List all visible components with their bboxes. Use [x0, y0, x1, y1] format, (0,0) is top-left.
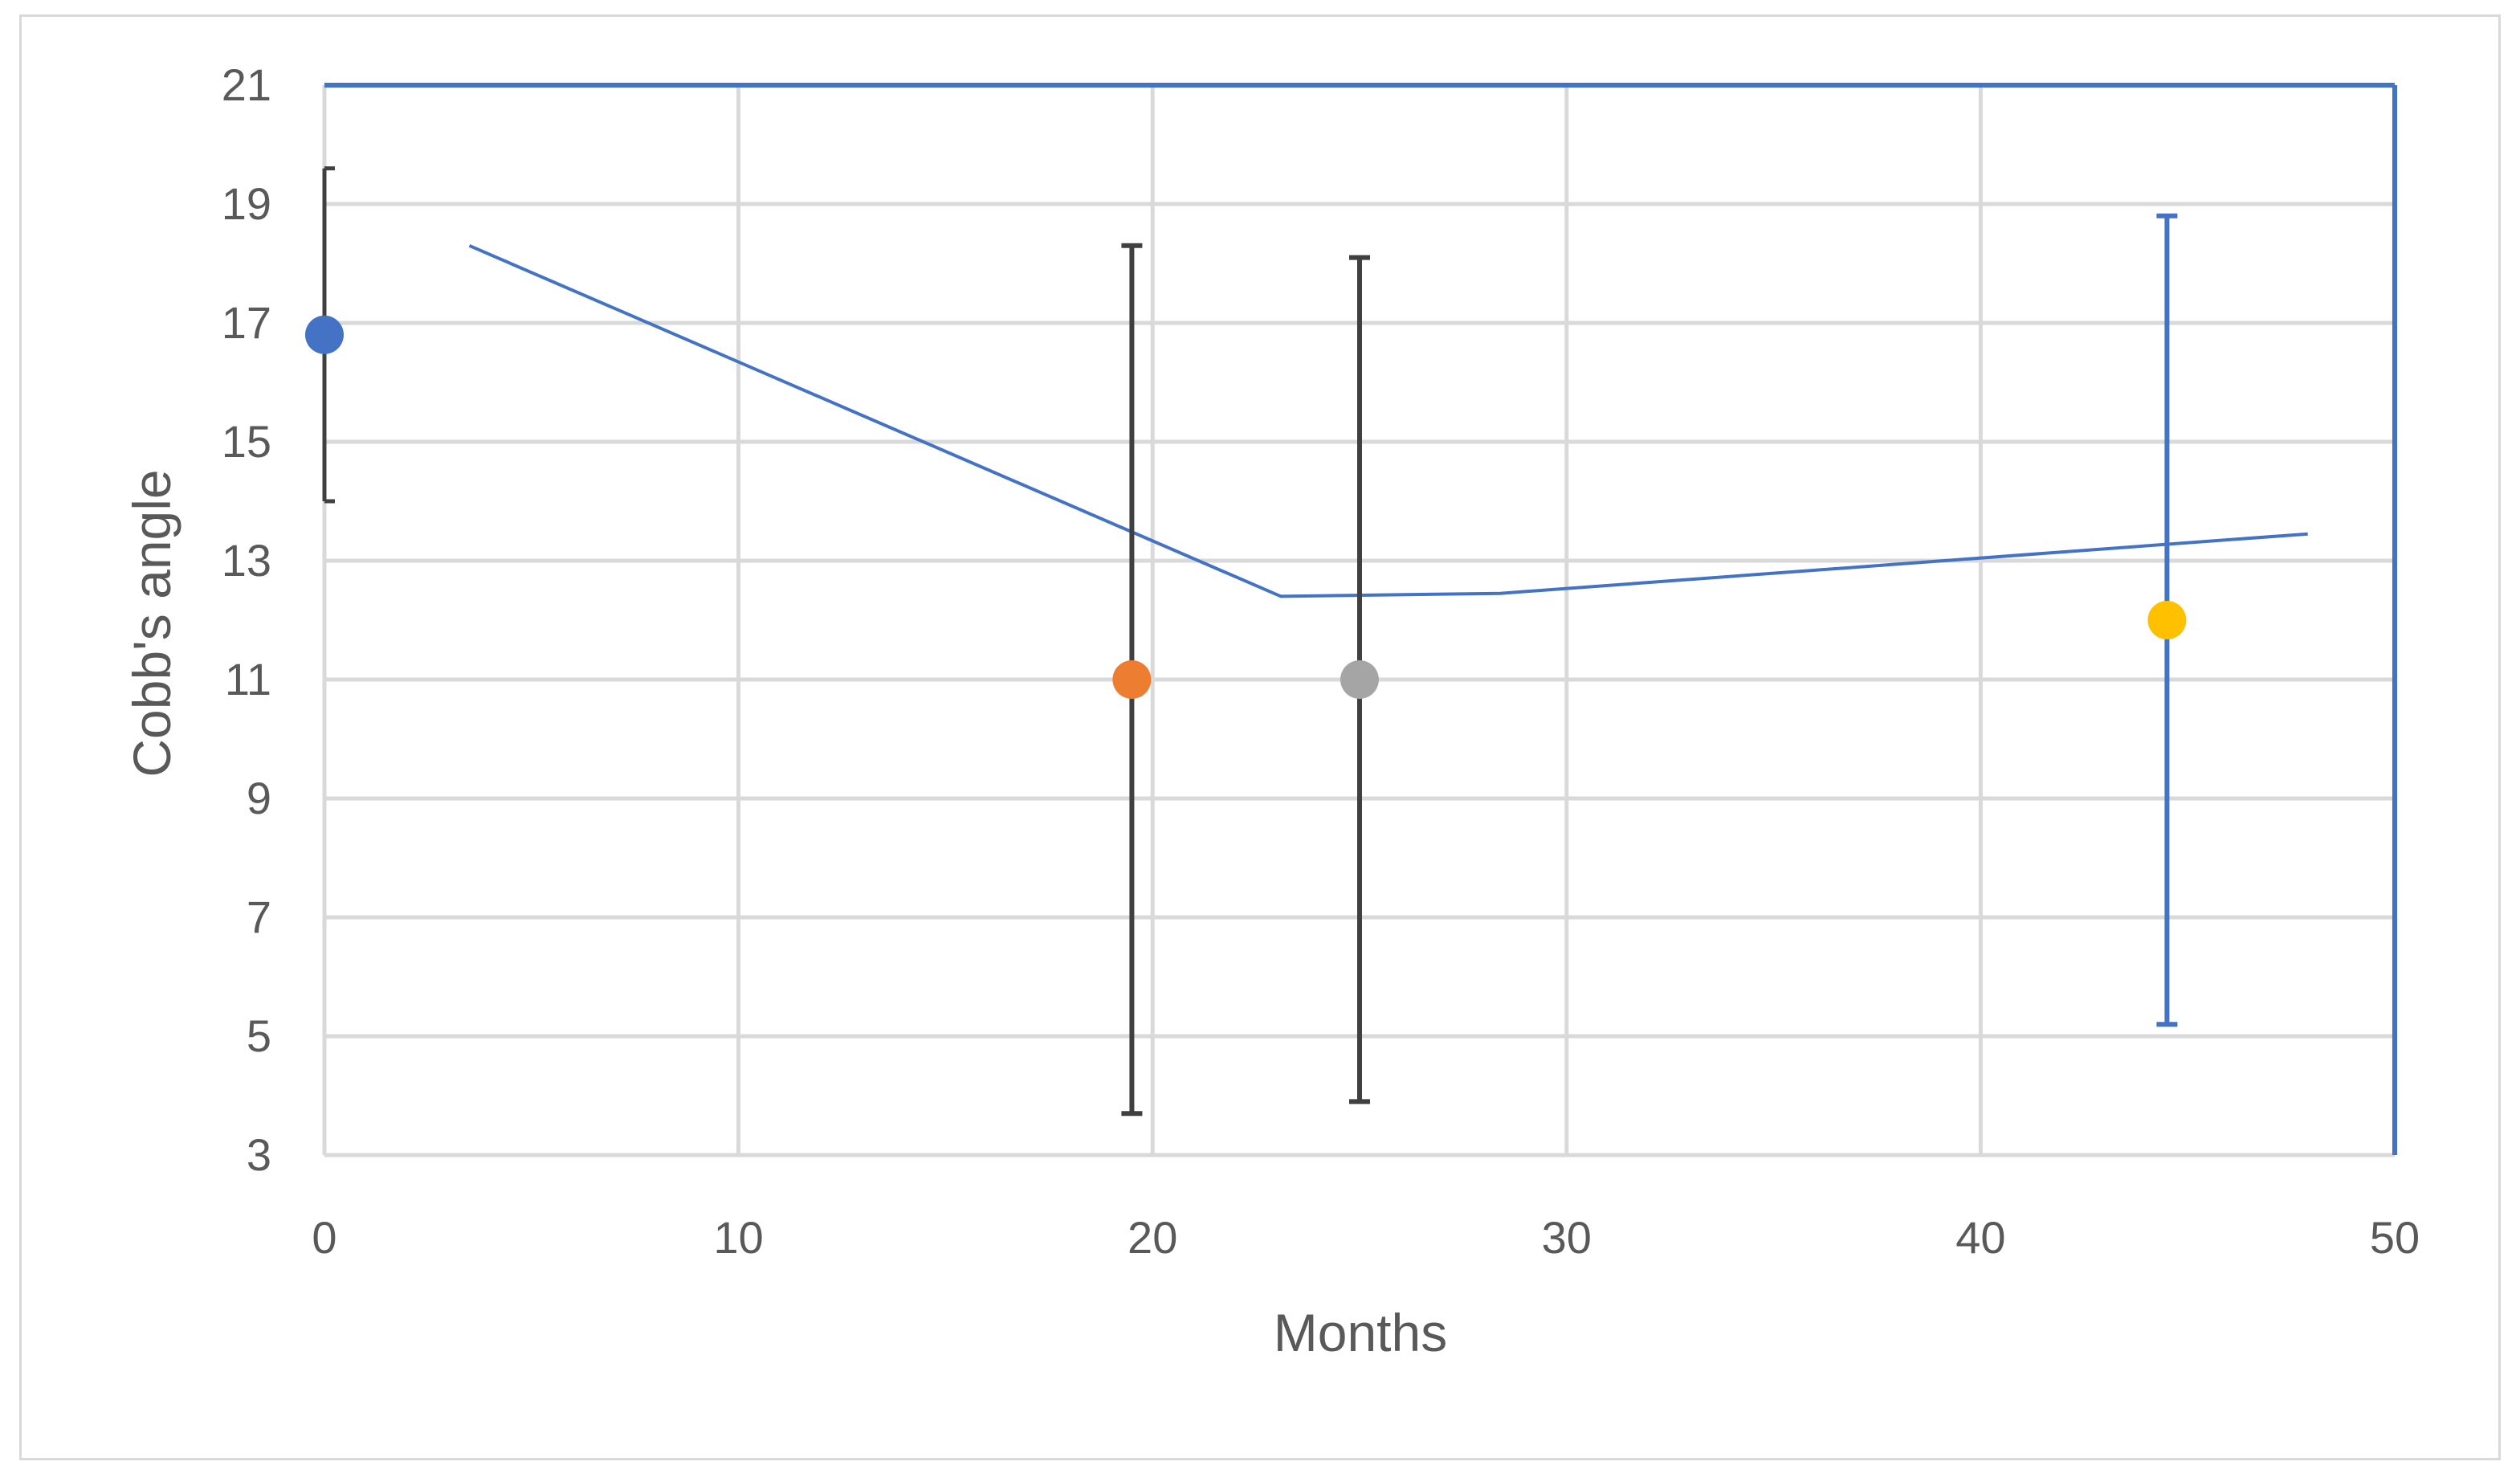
- y-tick-label: 7: [247, 892, 271, 942]
- y-axis-title: Cobb's angle: [122, 469, 181, 777]
- y-tick-label: 13: [222, 535, 271, 586]
- y-tick-label: 3: [247, 1129, 271, 1180]
- x-tick-label: 10: [713, 1212, 763, 1263]
- x-tick-label: 30: [1542, 1212, 1592, 1263]
- x-axis-title: Months: [1274, 1303, 1447, 1362]
- y-tick-label: 17: [222, 297, 271, 348]
- y-axis-ticks: 3 5 7 9 11 13 15 17 19 21: [222, 59, 271, 1180]
- y-tick-label: 11: [225, 654, 271, 704]
- chart-frame: [19, 14, 2501, 1460]
- y-tick-label: 15: [222, 416, 271, 467]
- y-tick-label: 19: [222, 178, 271, 229]
- x-tick-label: 20: [1127, 1212, 1177, 1263]
- data-point: [1340, 660, 1379, 699]
- y-tick-label: 5: [247, 1011, 271, 1061]
- error-bars: [322, 166, 2178, 1117]
- y-tick-label: 21: [222, 59, 271, 110]
- x-tick-label: 0: [312, 1212, 336, 1263]
- plot-area-border: [324, 83, 2397, 1155]
- data-point: [2147, 601, 2187, 639]
- x-tick-label: 50: [2370, 1212, 2420, 1263]
- data-points: [305, 315, 2187, 699]
- y-tick-label: 9: [247, 773, 271, 823]
- x-axis-ticks: 0 10 20 30 40 50: [312, 1212, 2420, 1263]
- trend-line: [468, 243, 2308, 598]
- x-tick-label: 40: [1955, 1212, 2005, 1263]
- data-point: [1112, 660, 1152, 699]
- trend-line-group: [468, 243, 2308, 598]
- data-point: [305, 315, 344, 354]
